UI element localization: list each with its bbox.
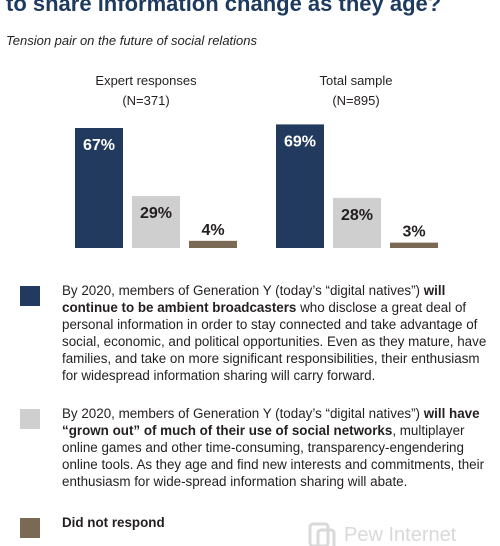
legend-text-grown-out-pre: By 2020, members of Generation Y (today’… [62,406,424,421]
legend-text-broadcasters: By 2020, members of Generation Y (today’… [62,282,494,384]
page-subtitle: Tension pair on the future of social rel… [6,33,258,48]
pew-logo-icon [308,522,336,546]
panel-n-0: (N=371) [122,93,169,108]
legend-text-no-response: Did not respond [62,514,494,531]
watermark-text: Pew Internet [344,524,457,546]
legend-swatch-no-response [20,518,40,538]
bar-label-1-broadcasters: 69% [284,133,316,150]
legend-text-grown-out-post: , multiplayer online games and other tim… [62,423,485,489]
legend-text-no-response-bold: Did not respond [62,515,165,530]
bar-label-0-no-response: 4% [201,222,224,239]
panel-title-0: Expert responses [95,73,197,88]
bar-label-0-grown-out: 29% [140,205,172,222]
bar-1-no-response [390,242,438,248]
legend-text-grown-out: By 2020, members of Generation Y (today’… [62,405,494,490]
bar-1-broadcasters [276,124,324,248]
bar-label-1-grown-out: 28% [341,207,373,224]
pew-internet-watermark: Pew Internet [306,520,500,546]
legend-swatch-broadcasters [20,286,40,306]
panel-n-1: (N=895) [332,93,379,108]
legend-text-broadcasters-pre: By 2020, members of Generation Y (today’… [62,283,424,298]
legend-text-broadcasters-bold: will continue to be ambient broadcasters [62,283,446,315]
legend-swatch-grown-out [20,409,40,429]
legend-text-broadcasters-post: who disclose a great deal of personal in… [62,300,487,383]
bar-0-broadcasters [75,128,123,248]
bar-0-no-response [189,240,237,248]
bar-label-1-no-response: 3% [402,224,425,241]
page-title: to share information change as they age? [6,0,442,16]
bar-0-grown-out [132,196,180,248]
panel-title-1: Total sample [320,73,393,88]
bar-label-0-broadcasters: 67% [83,137,115,154]
legend-text-grown-out-bold: will have “grown out” of much of their u… [62,406,480,438]
bar-chart: Expert responses (N=371) 67% 29% 4% Total sam… [75,73,438,248]
bar-1-grown-out [333,197,381,248]
